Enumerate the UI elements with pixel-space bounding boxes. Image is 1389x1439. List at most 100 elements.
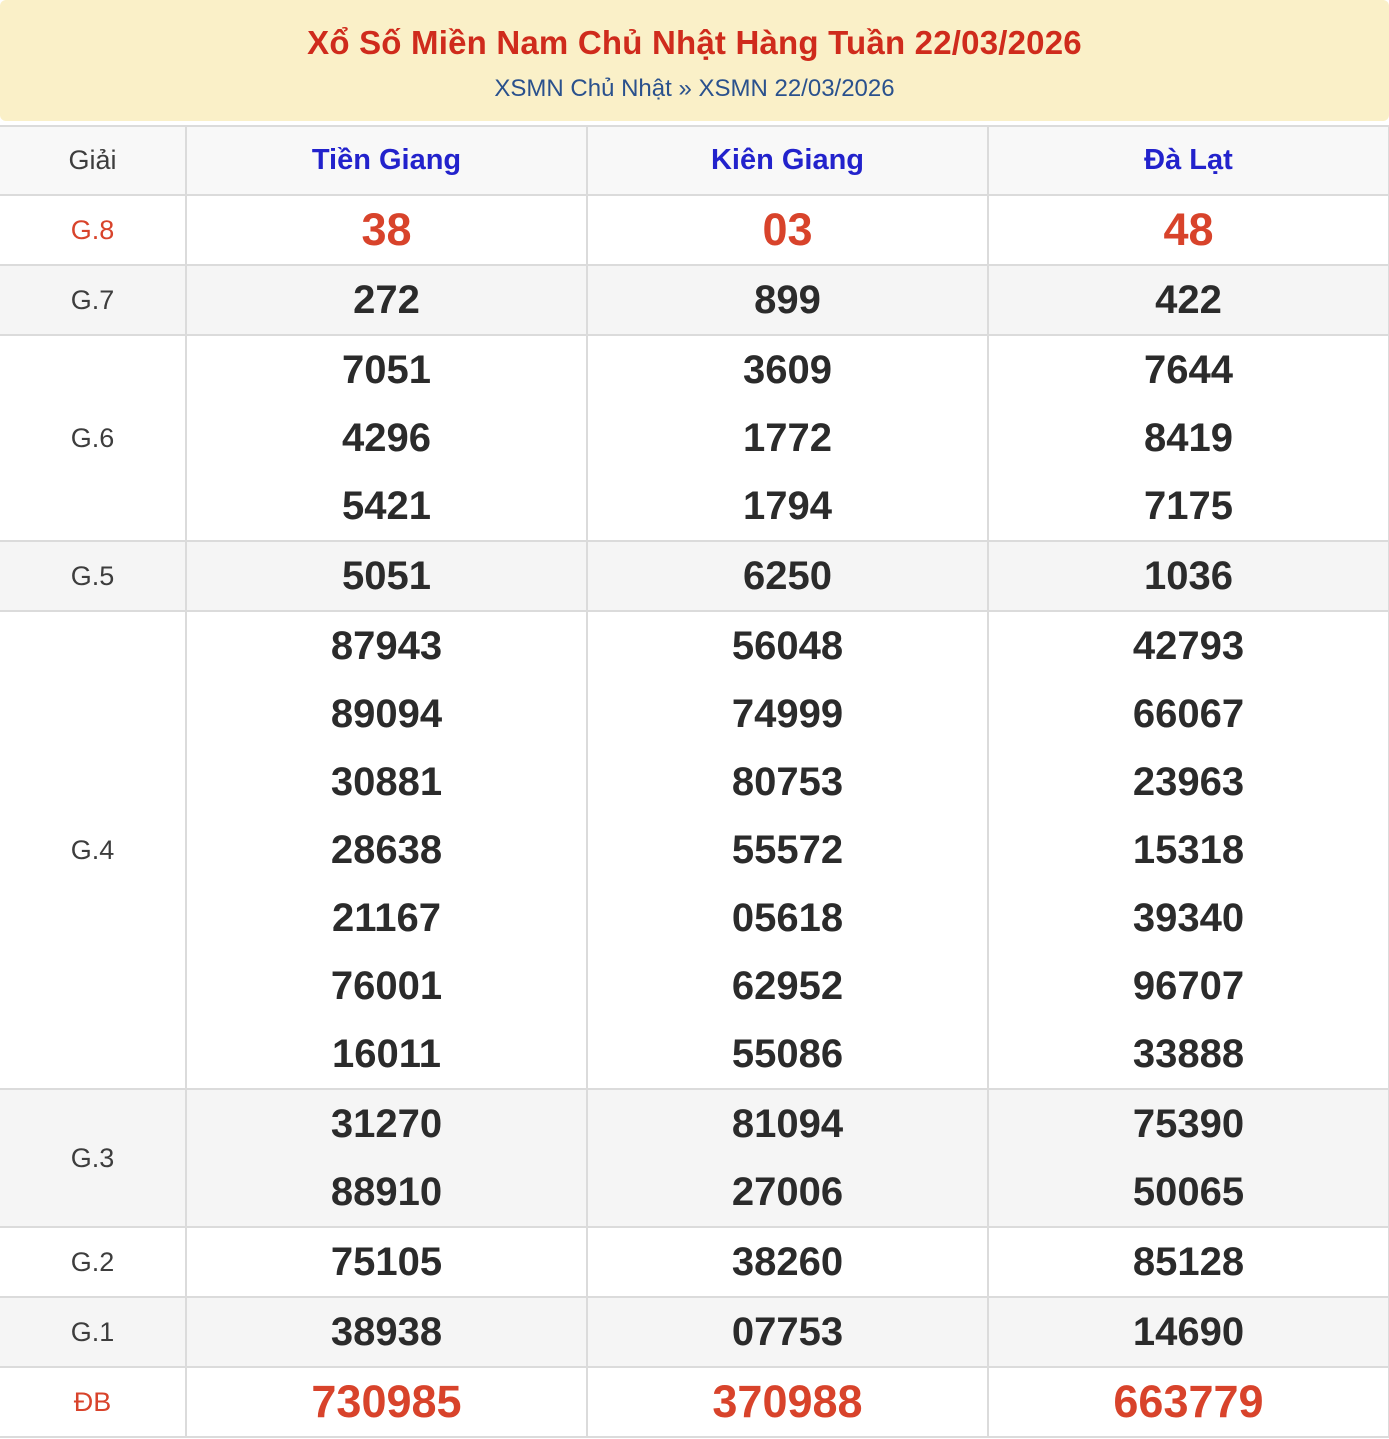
prize-label: G.1 [0, 1296, 187, 1368]
result-cell: 14690 [987, 1296, 1389, 1368]
prize-number: 21167 [331, 896, 442, 940]
result-cell: 38260 [586, 1226, 989, 1298]
result-cell: 85128 [987, 1226, 1389, 1298]
prize-number: 80753 [731, 760, 844, 804]
result-cell: 899 [586, 264, 989, 336]
prize-number: 1772 [743, 416, 832, 460]
result-cell: 38 [185, 194, 588, 266]
prize-row-g5: G.5 5051 6250 1036 [0, 540, 1389, 612]
prize-number: 8419 [1144, 416, 1233, 460]
province-header-da-lat[interactable]: Đà Lạt [987, 125, 1389, 196]
table-header-row: Giải Tiền Giang Kiên Giang Đà Lạt [0, 125, 1389, 196]
result-cell: 81094 27006 [586, 1088, 989, 1228]
result-cell: 87943 89094 30881 28638 21167 76001 16011 [185, 610, 588, 1090]
prize-label: G.6 [0, 334, 187, 542]
prize-row-g2: G.2 75105 38260 85128 [0, 1226, 1389, 1298]
prize-number: 7051 [342, 348, 431, 392]
page-title: Xổ Số Miền Nam Chủ Nhật Hàng Tuần 22/03/… [307, 24, 1082, 61]
prize-number: 38260 [731, 1240, 844, 1284]
prize-number: 76001 [330, 964, 443, 1008]
prize-number: 31270 [330, 1102, 443, 1146]
prize-row-g1: G.1 38938 07753 14690 [0, 1296, 1389, 1368]
prize-number: 5051 [342, 554, 431, 598]
prize-number: 39340 [1132, 896, 1245, 940]
prize-number: 74999 [731, 692, 844, 736]
prize-number: 03 [762, 204, 813, 255]
results-table: Giải Tiền Giang Kiên Giang Đà Lạt G.8 38 0… [0, 125, 1389, 1438]
prize-row-g3: G.3 31270 88910 81094 27006 75390 50065 [0, 1088, 1389, 1228]
prize-label: G.5 [0, 540, 187, 612]
prize-number: 66067 [1132, 692, 1245, 736]
prize-number: 422 [1155, 278, 1222, 322]
result-cell: 7644 8419 7175 [987, 334, 1389, 542]
result-cell: 38938 [185, 1296, 588, 1368]
prize-number: 272 [353, 278, 420, 322]
prize-number: 38 [361, 204, 412, 255]
result-cell: 422 [987, 264, 1389, 336]
prize-number: 81094 [731, 1102, 844, 1146]
result-cell: 7051 4296 5421 [185, 334, 588, 542]
prize-number: 05618 [731, 896, 844, 940]
prize-number: 14690 [1132, 1310, 1245, 1354]
prize-number: 62952 [731, 964, 844, 1008]
result-cell: 75105 [185, 1226, 588, 1298]
prize-label: ĐB [0, 1366, 187, 1438]
result-cell: 03 [586, 194, 989, 266]
result-cell: 663779 [987, 1366, 1389, 1438]
prize-number: 96707 [1132, 964, 1245, 1008]
breadcrumb[interactable]: XSMN Chủ Nhật » XSMN 22/03/2026 [494, 75, 895, 102]
result-cell: 370988 [586, 1366, 989, 1438]
result-cell: 07753 [586, 1296, 989, 1368]
result-cell: 272 [185, 264, 588, 336]
result-cell: 56048 74999 80753 55572 05618 62952 55086 [586, 610, 989, 1090]
prize-number: 75105 [330, 1240, 443, 1284]
result-cell: 3609 1772 1794 [586, 334, 989, 542]
prize-column-header: Giải [0, 125, 187, 196]
province-header-kien-giang[interactable]: Kiên Giang [586, 125, 989, 196]
result-cell: 1036 [987, 540, 1389, 612]
prize-row-g4: G.4 87943 89094 30881 28638 21167 76001 16011 56… [0, 610, 1389, 1090]
prize-label: G.2 [0, 1226, 187, 1298]
page-header: Xổ Số Miền Nam Chủ Nhật Hàng Tuần 22/03/… [0, 0, 1389, 121]
prize-number: 6250 [743, 554, 832, 598]
prize-number: 30881 [330, 760, 443, 804]
prize-number: 3609 [743, 348, 832, 392]
prize-number: 33888 [1132, 1032, 1245, 1076]
prize-number: 7644 [1144, 348, 1233, 392]
prize-number: 89094 [330, 692, 443, 736]
prize-number: 42793 [1132, 624, 1245, 668]
prize-number: 07753 [731, 1310, 844, 1354]
prize-label: G.3 [0, 1088, 187, 1228]
prize-number: 56048 [731, 624, 844, 668]
prize-number: 28638 [330, 828, 443, 872]
prize-number: 85128 [1132, 1240, 1245, 1284]
prize-row-g7: G.7 272 899 422 [0, 264, 1389, 336]
prize-number: 50065 [1132, 1170, 1245, 1214]
prize-label: G.4 [0, 610, 187, 1090]
prize-number: 730985 [311, 1376, 462, 1427]
prize-number: 38938 [330, 1310, 443, 1354]
province-header-tien-giang[interactable]: Tiền Giang [185, 125, 588, 196]
prize-label: G.8 [0, 194, 187, 266]
result-cell: 48 [987, 194, 1389, 266]
prize-number: 75390 [1132, 1102, 1245, 1146]
prize-number: 1794 [743, 484, 832, 528]
result-cell: 5051 [185, 540, 588, 612]
prize-number: 48 [1163, 204, 1214, 255]
prize-number: 899 [754, 278, 821, 322]
prize-label: G.7 [0, 264, 187, 336]
prize-number: 23963 [1132, 760, 1245, 804]
result-cell: 730985 [185, 1366, 588, 1438]
prize-number: 55572 [731, 828, 844, 872]
result-cell: 6250 [586, 540, 989, 612]
prize-row-đb: ĐB 730985 370988 663779 [0, 1366, 1389, 1438]
prize-number: 4296 [342, 416, 431, 460]
prize-number: 5421 [342, 484, 431, 528]
prize-number: 16011 [331, 1032, 442, 1076]
prize-number: 7175 [1144, 484, 1233, 528]
prize-number: 27006 [731, 1170, 844, 1214]
prize-number: 663779 [1113, 1376, 1264, 1427]
prize-number: 87943 [330, 624, 443, 668]
prize-number: 88910 [330, 1170, 443, 1214]
